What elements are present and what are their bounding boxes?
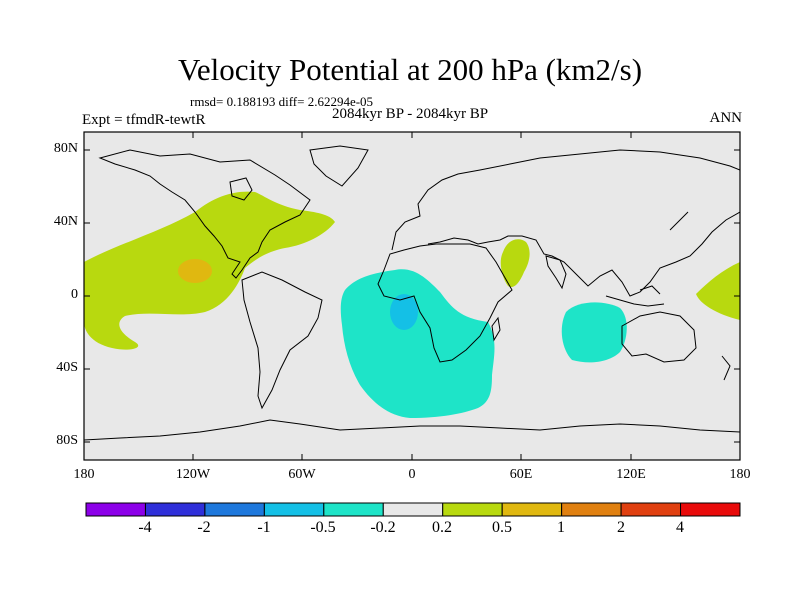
blue-anomaly-congo [390, 294, 418, 330]
colorbar-label: -4 [138, 519, 152, 536]
colorbar-label: 0.5 [492, 519, 512, 536]
coastline-hudson-bay [229, 177, 253, 201]
colorbar-label: 1 [557, 519, 565, 536]
coastlines [84, 145, 740, 441]
x-tick-label-120e: 120E [616, 467, 646, 482]
y-tick-label-40n: 40N [53, 214, 78, 229]
coastline-antarctica [84, 419, 740, 441]
colorbar-label: -2 [197, 519, 211, 536]
colorbar-box [204, 502, 265, 517]
coastline-greenland [309, 145, 369, 187]
orange-anomaly-east-pacific [178, 259, 212, 283]
negative-anomaly-africa-atlantic [340, 269, 495, 418]
coastline-indonesia [605, 285, 665, 307]
coastline-africa [377, 243, 513, 363]
contour-fill-group [84, 191, 740, 418]
coastline-north-america [98, 149, 311, 279]
experiment-label: Expt = tfmdR-tewtR [82, 112, 206, 128]
positive-anomaly-west-pacific [696, 262, 740, 320]
colorbar-label: 0.2 [432, 519, 452, 536]
colorbar-box [263, 502, 325, 517]
x-tick-label-120w: 120W [175, 467, 211, 482]
colorbar-label: 4 [676, 519, 684, 536]
coastline-japan [669, 211, 689, 231]
coastline-australia [621, 311, 697, 363]
y-tick-label-40s: 40S [56, 360, 78, 375]
x-tick-label-180e: 180 [729, 467, 751, 482]
coastline-europe-asia [391, 149, 740, 297]
x-tick-label-180w: 180 [73, 467, 95, 482]
colorbar-box [501, 502, 563, 517]
positive-anomaly-arabia [500, 239, 530, 288]
colorbar-label: -0.2 [370, 519, 396, 536]
coastline-india [545, 255, 567, 290]
colorbar [85, 502, 741, 517]
negative-anomaly-indian-ocean [561, 302, 627, 363]
season-label: ANN [709, 110, 743, 126]
colorbar-box [323, 502, 384, 517]
y-tick-label-80n: 80N [53, 141, 78, 156]
plot-title: Velocity Potential at 200 hPa (km2/s) [177, 52, 643, 87]
axis-ticks [84, 132, 740, 460]
colorbar-label: 2 [617, 519, 625, 536]
colorbar-label: -0.5 [310, 519, 336, 536]
coastline-madagascar [491, 316, 501, 342]
x-tick-label-60e: 60E [509, 467, 533, 482]
colorbar-box [382, 502, 444, 517]
x-tick-label-60w: 60W [288, 467, 316, 482]
colorbar-box [442, 502, 503, 517]
coastline-south-america [241, 271, 323, 410]
y-tick-label-0: 0 [71, 287, 78, 302]
period-label: 2084kyr BP - 2084kyr BP [331, 106, 489, 122]
colorbar-box [561, 502, 622, 517]
colorbar-box [85, 502, 146, 517]
coastline-new-zealand [721, 355, 731, 381]
colorbar-box [680, 502, 741, 517]
colorbar-label: -1 [257, 519, 271, 536]
colorbar-box [620, 502, 682, 517]
stats-text: rmsd= 0.188193 diff= 2.62294e-05 [190, 94, 374, 109]
colorbar-box [144, 502, 206, 517]
x-tick-label-0: 0 [408, 467, 416, 482]
y-tick-label-80s: 80S [56, 433, 78, 448]
